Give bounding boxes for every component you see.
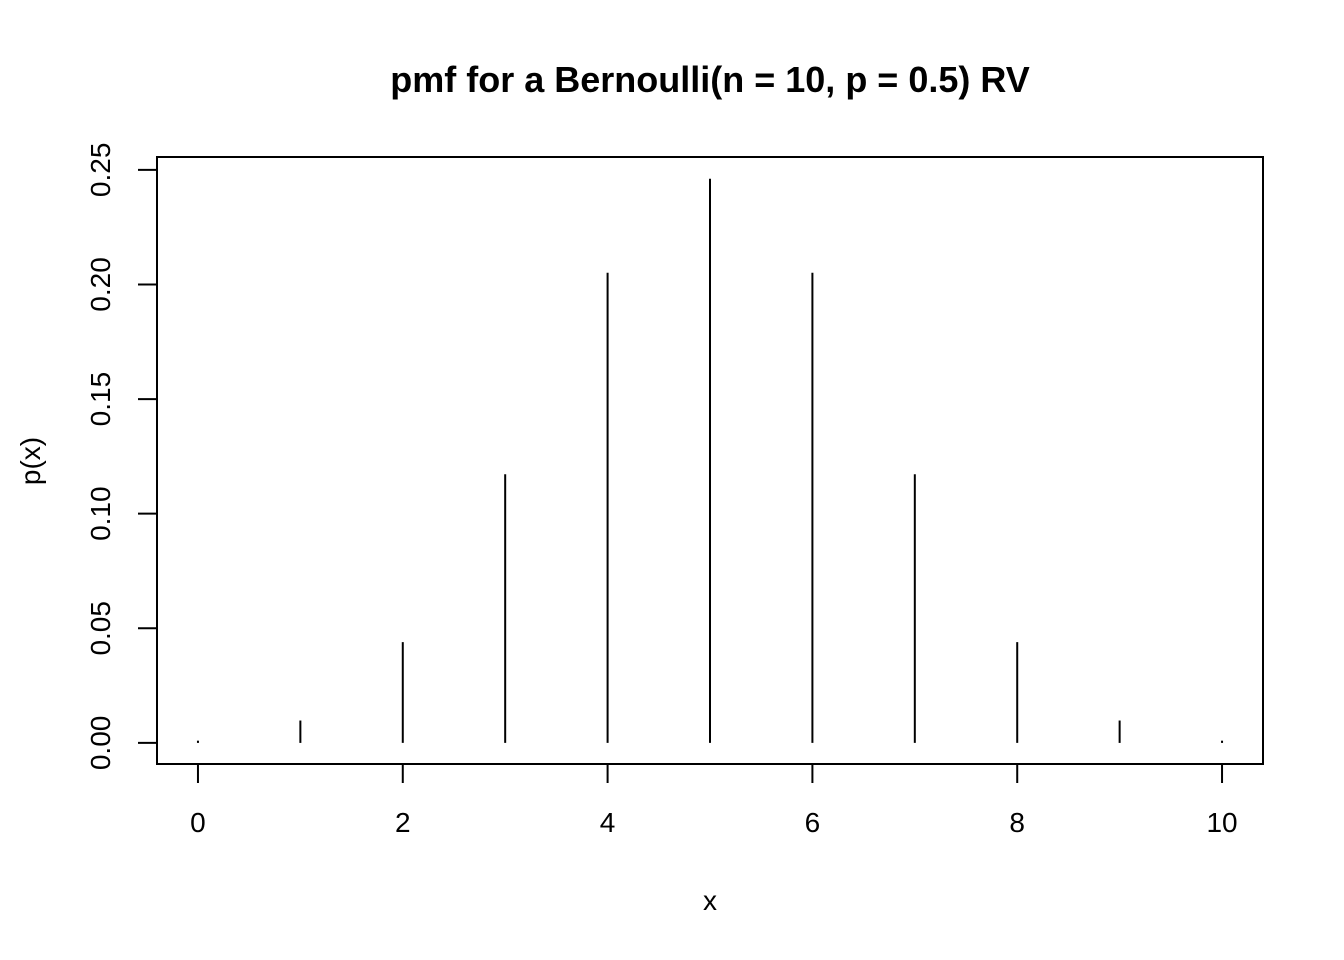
x-tick-label-8: 8 [1009, 807, 1025, 838]
y-axis-label: p(x) [15, 437, 46, 485]
chart-title: pmf for a Bernoulli(n = 10, p = 0.5) RV [390, 59, 1029, 100]
y-tick-label-0.15: 0.15 [85, 372, 116, 427]
x-tick-label-6: 6 [805, 807, 821, 838]
y-tick-label-0.00: 0.00 [85, 716, 116, 771]
x-tick-label-2: 2 [395, 807, 411, 838]
bars-group [196, 178, 1224, 743]
x-tick-label-10: 10 [1206, 807, 1237, 838]
x-axis-label: x [703, 885, 717, 916]
y-axis: 0.00 0.05 0.10 0.15 0.20 0.25 [85, 143, 158, 771]
x-tick-label-0: 0 [190, 807, 206, 838]
y-tick-label-0.20: 0.20 [85, 257, 116, 312]
y-tick-label-0.10: 0.10 [85, 486, 116, 541]
x-axis: 0 2 4 6 8 10 [190, 763, 1238, 838]
y-tick-label-0.05: 0.05 [85, 601, 116, 656]
y-tick-label-0.25: 0.25 [85, 143, 116, 198]
x-tick-label-4: 4 [600, 807, 616, 838]
